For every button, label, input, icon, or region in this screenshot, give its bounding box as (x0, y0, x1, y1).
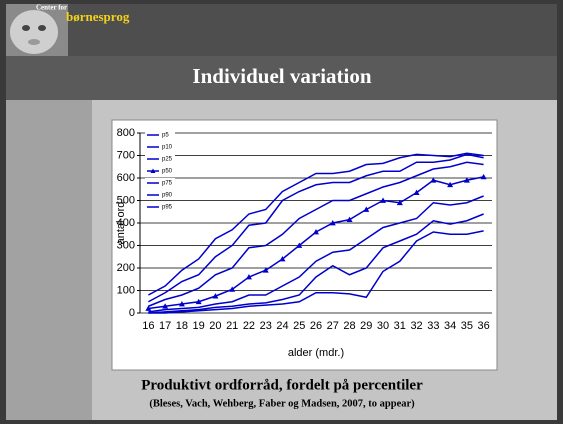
page: {"header": {"logo_line1": "Center for", … (0, 0, 563, 424)
legend-label: p5 (162, 133, 169, 139)
caption: Produktivt ordforråd, fordelt på percent… (141, 377, 423, 393)
x-tick-label: 22 (243, 320, 255, 332)
legend-label: p10 (162, 145, 173, 151)
x-tick-label: 24 (276, 320, 288, 332)
y-tick-label: 400 (117, 217, 135, 229)
x-axis-label: alder (mdr.) (288, 347, 344, 359)
x-tick-label: 32 (410, 320, 422, 332)
y-tick-label: 100 (117, 284, 135, 296)
y-tick-label: 200 (117, 262, 135, 274)
x-tick-label: 25 (293, 320, 305, 332)
legend-label: p50 (162, 169, 173, 175)
x-tick-label: 26 (310, 320, 322, 332)
y-tick-label: 600 (117, 172, 135, 184)
legend-label: p25 (162, 157, 173, 163)
x-tick-label: 30 (377, 320, 389, 332)
x-tick-label: 28 (343, 320, 355, 332)
x-tick-label: 35 (461, 320, 473, 332)
x-tick-label: 17 (159, 320, 171, 332)
x-tick-label: 29 (360, 320, 372, 332)
logo-line1: Center for (36, 4, 67, 12)
left-stripe (6, 100, 92, 420)
logo-line2: børnesprog (66, 9, 130, 24)
x-tick-label: 34 (444, 320, 456, 332)
x-tick-label: 19 (193, 320, 205, 332)
y-tick-label: 700 (117, 149, 135, 161)
legend-label: p95 (162, 205, 173, 211)
x-tick-label: 31 (394, 320, 406, 332)
y-tick-label: 500 (117, 194, 135, 206)
x-tick-label: 18 (176, 320, 188, 332)
x-tick-label: 21 (226, 320, 238, 332)
slide-title: Individuel variation (192, 64, 371, 88)
legend-label: p90 (162, 193, 173, 199)
slide: Center for børnesprog Individuel variati… (0, 0, 563, 424)
x-tick-label: 20 (209, 320, 221, 332)
x-tick-label: 16 (142, 320, 154, 332)
legend-label: p75 (162, 181, 173, 187)
x-tick-label: 33 (427, 320, 439, 332)
x-tick-label: 27 (327, 320, 339, 332)
y-tick-label: 0 (129, 307, 135, 319)
x-tick-label: 36 (477, 320, 489, 332)
baby-photo (6, 4, 68, 56)
y-tick-label: 800 (117, 127, 135, 139)
y-tick-label: 300 (117, 239, 135, 251)
citation: (Bleses, Vach, Wehberg, Faber og Madsen,… (149, 398, 415, 409)
x-tick-label: 23 (260, 320, 272, 332)
